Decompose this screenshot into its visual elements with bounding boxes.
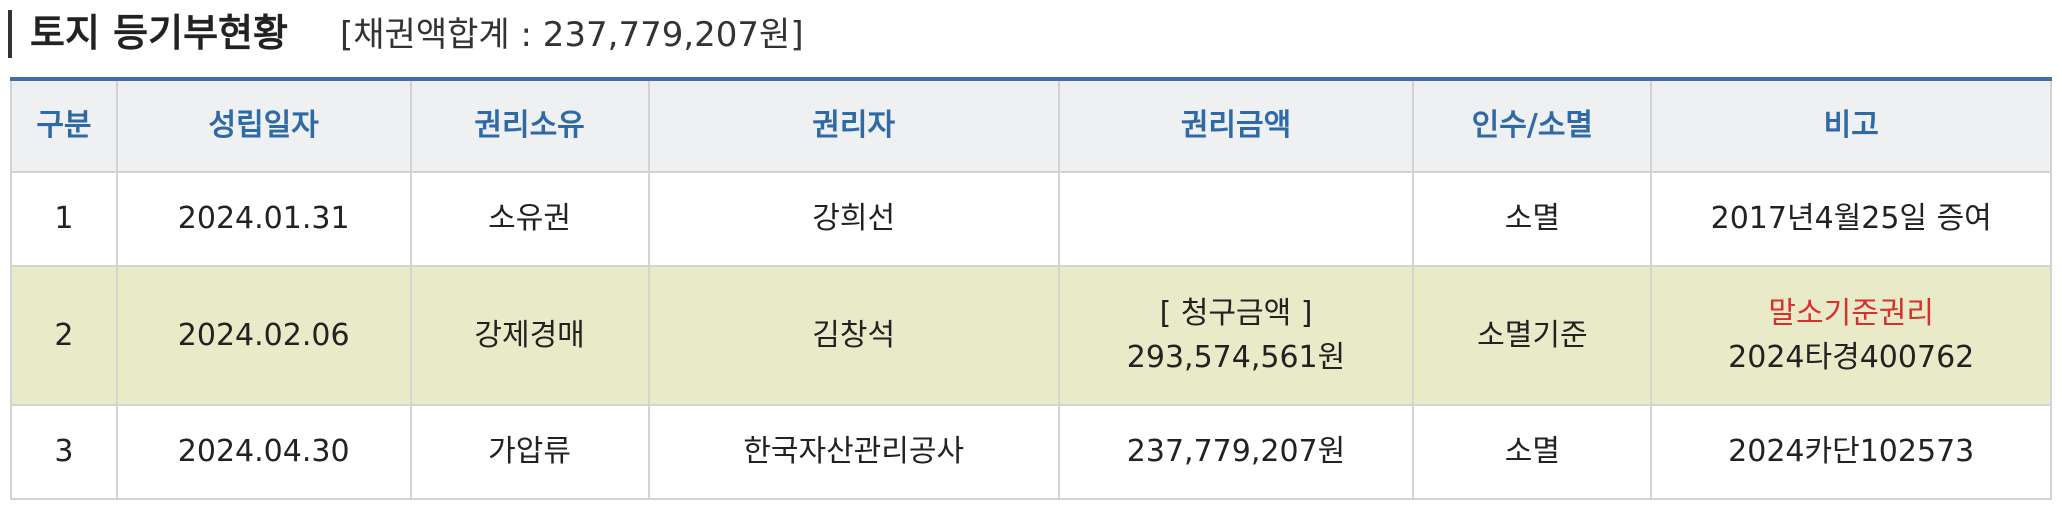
header-amount: 권리금액 [1057,78,1415,173]
header-note: 비고 [1650,78,2052,173]
cell-date: 2024.04.30 [115,404,412,500]
cell-status: 소멸기준 [1412,265,1653,406]
header-row: 구분 성립일자 권리소유 권리자 권리금액 인수/소멸 비고 [10,78,2052,173]
cell-date: 2024.02.06 [115,265,412,406]
cell-right-type: 강제경매 [409,265,650,406]
title-accent-bar [8,10,12,58]
cell-right-type: 가압류 [409,404,650,500]
section-header: 토지 등기부현황 [채권액합계 : 237,779,207원] [0,0,2062,70]
cell-note: 2017년4월25일 증여 [1650,171,2052,267]
amount-label: [ 청구금액 ] [1159,295,1313,331]
cell-date: 2024.01.31 [115,171,412,267]
cell-amount [1057,171,1415,267]
note-line: 2017년4월25일 증여 [1710,201,1992,236]
claim-total-summary: [채권액합계 : 237,779,207원] [340,15,804,55]
cell-holder: 한국자산관리공사 [647,404,1060,500]
land-register-table: 구분 성립일자 권리소유 권리자 권리금액 인수/소멸 비고 1 2024.01… [10,77,2052,500]
header-date: 성립일자 [115,78,412,173]
cell-amount: [ 청구금액 ] 293,574,561원 [1057,265,1415,406]
cell-holder: 김창석 [647,265,1060,406]
table-body: 1 2024.01.31 소유권 강희선 소멸 2017년4월25일 증여 2 … [10,171,2052,500]
cell-right-type: 소유권 [409,171,650,267]
cell-status: 소멸 [1412,404,1653,500]
header-no: 구분 [10,78,118,173]
cell-amount: 237,779,207원 [1057,404,1415,500]
header-status: 인수/소멸 [1412,78,1653,173]
header-holder: 권리자 [647,78,1060,173]
header-right-type: 권리소유 [409,78,650,173]
cell-status: 소멸 [1412,171,1653,267]
cell-holder: 강희선 [647,171,1060,267]
table-row: 1 2024.01.31 소유권 강희선 소멸 2017년4월25일 증여 [10,171,2052,267]
table-row: 3 2024.04.30 가압류 한국자산관리공사 237,779,207원 소… [10,404,2052,500]
note-line-case-number: 2024타경400762 [1728,339,1975,375]
note-line-emphasis: 말소기준권리 [1768,295,1935,331]
table-header: 구분 성립일자 권리소유 권리자 권리금액 인수/소멸 비고 [10,78,2052,173]
amount-line: 237,779,207원 [1126,434,1346,469]
cell-no: 3 [10,404,118,500]
table-row-highlighted: 2 2024.02.06 강제경매 김창석 [ 청구금액 ] 293,574,5… [10,265,2052,406]
cell-no: 2 [10,265,118,406]
page-title: 토지 등기부현황 [30,11,288,55]
cell-note: 말소기준권리 2024타경400762 [1650,265,2052,406]
note-line: 2024카단102573 [1728,434,1975,469]
cell-no: 1 [10,171,118,267]
cell-note: 2024카단102573 [1650,404,2052,500]
amount-value: 293,574,561원 [1126,339,1346,375]
